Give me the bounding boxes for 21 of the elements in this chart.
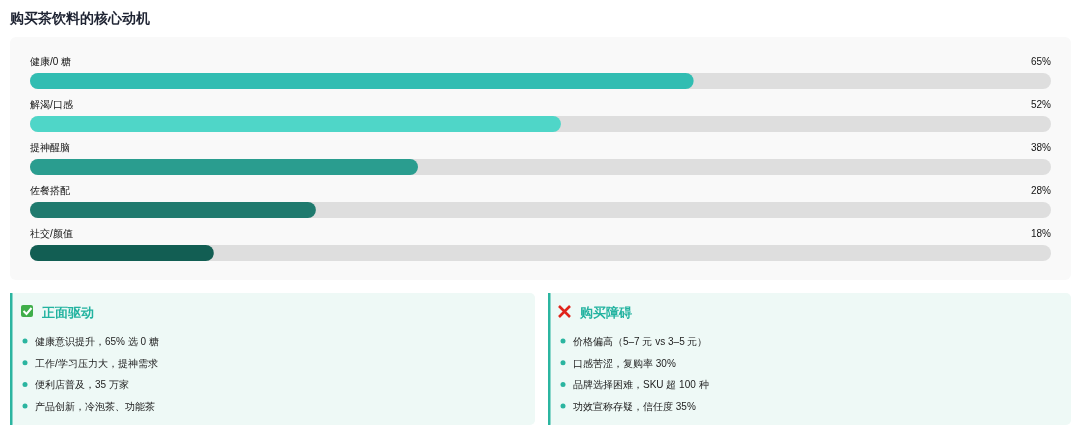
y-tick-label: 提神醒脑 (30, 142, 70, 153)
text: 功效宣称存疑，信任度 35% (573, 401, 696, 413)
text: 产品创新，冷泡茶、功能茶 (35, 401, 155, 413)
text: 品牌选择困难，SKU 超 100 种 (573, 379, 709, 391)
text: 购买障碍 (579, 305, 632, 320)
chart-title: 购买茶饮料的核心动机 (9, 10, 150, 26)
y-tick-label: 解渴/口感 (30, 99, 73, 110)
text: 工作/学习压力大，提神需求 (35, 357, 158, 369)
y-tick-label: 社交/颜值 (30, 228, 73, 239)
data-label: 38% (1030, 142, 1052, 153)
data-label: 18% (1030, 228, 1052, 239)
text: 正面驱动 (41, 306, 94, 320)
text: 便利店普及，35 万家 (35, 379, 129, 391)
data-label: 52% (1030, 99, 1052, 110)
data-label: 28% (1030, 185, 1052, 196)
text: 健康意识提升，65% 选 0 糖 (35, 336, 159, 347)
text: 价格偏高（5–7 元 vs 3–5 元） (572, 336, 708, 347)
data-label: 65% (1030, 56, 1052, 67)
y-tick-label: 健康/0 糖 (30, 56, 72, 67)
y-tick-label: 佐餐搭配 (30, 185, 70, 196)
text: 口感苦涩，复购率 30% (573, 357, 676, 369)
